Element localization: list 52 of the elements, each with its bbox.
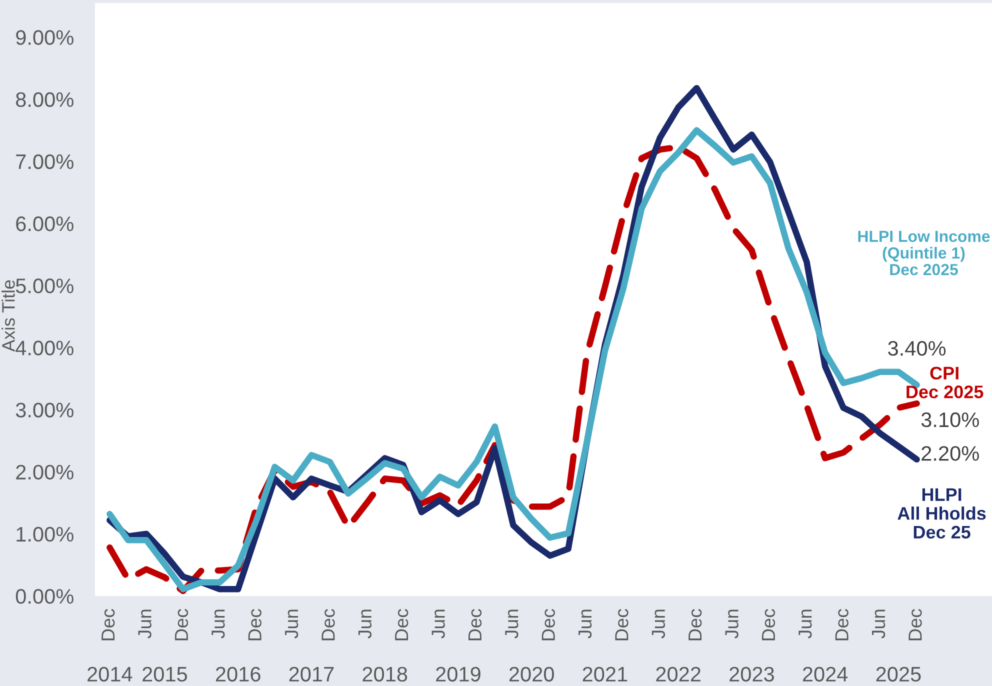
text: HLPI Low Income (Quintile 1) Dec 2025 (858, 230, 990, 276)
x-tick-label: Dec (175, 608, 188, 640)
x-tick-label: Jun (358, 610, 372, 638)
x-tick-label: Dec (322, 608, 335, 640)
x-tick-label: Dec (688, 608, 702, 640)
y-tick-label: 2.00% (16, 464, 74, 480)
x-tick-label: Dec (908, 608, 922, 640)
y-tick-label: 0.00% (16, 589, 74, 604)
x-tick-label: Jun (285, 610, 298, 638)
y-tick-label: 9.00% (16, 30, 74, 45)
text: 2024 (802, 666, 848, 682)
x-tick-label: Jun (798, 610, 812, 638)
data-label: 2.20% (922, 446, 979, 461)
y-tick-label: 7.00% (16, 154, 74, 170)
text: 2023 (730, 666, 774, 682)
text: 2020 (509, 666, 554, 682)
y-axis-title: Axis Title (2, 280, 15, 352)
text: 2025 (876, 666, 921, 682)
text: 2014 (88, 666, 132, 682)
x-tick-label: Dec (395, 608, 408, 640)
series-label: CPI Dec 2025 (906, 366, 984, 398)
x-tick-label: Jun (432, 610, 445, 638)
x-tick-label: Dec (248, 608, 262, 640)
data-label: 3.10% (921, 412, 979, 428)
y-tick-label: 6.00% (16, 216, 74, 232)
y-tick-label: 8.00% (16, 92, 74, 107)
x-tick-label: Dec (542, 608, 555, 640)
series-label: HLPI All Hholds Dec 25 (898, 488, 986, 539)
x-tick-label: Jun (578, 610, 592, 638)
y-tick-label: 4.00% (16, 340, 74, 356)
text: 2021 (582, 666, 628, 682)
x-tick-label: Jun (505, 610, 518, 638)
x-tick-label: Jun (212, 610, 225, 638)
x-tick-label: Dec (615, 608, 628, 640)
x-tick-label: Jun (138, 610, 152, 638)
x-tick-label: Jun (652, 610, 666, 638)
text: 2015 (142, 666, 188, 682)
y-tick-label: 1.00% (16, 526, 74, 542)
x-tick-label: Jun (872, 610, 886, 638)
text: 2019 (436, 666, 480, 682)
text: 2017 (289, 666, 334, 682)
data-label: 3.40% (888, 340, 946, 356)
x-tick-label: Dec (835, 608, 848, 640)
x-tick-label: Dec (102, 608, 115, 640)
x-tick-label: Jun (725, 610, 738, 638)
text: 2016 (216, 666, 260, 682)
y-tick-label: 5.00% (16, 278, 74, 294)
x-tick-label: Dec (762, 608, 776, 640)
y-tick-label: 3.00% (16, 402, 74, 418)
text: 2018 (362, 666, 408, 682)
x-tick-label: Dec (468, 608, 482, 640)
text: 2022 (656, 666, 700, 682)
